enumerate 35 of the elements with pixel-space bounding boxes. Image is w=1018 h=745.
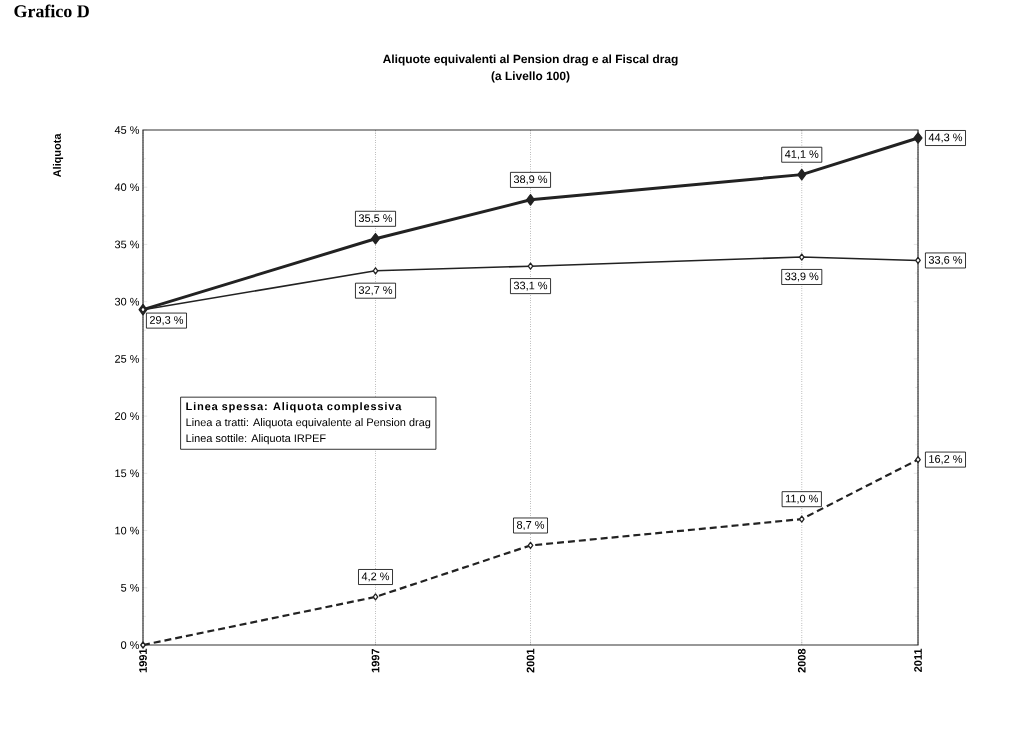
- y-tick-label: 35 %: [114, 240, 140, 249]
- data-label: 29,3 %: [149, 316, 184, 326]
- x-tick-label: 2011: [914, 648, 922, 672]
- data-label: 4,2 %: [361, 572, 390, 582]
- y-tick-label: 10 %: [115, 526, 140, 535]
- y-tick-label: 20 %: [115, 412, 140, 420]
- data-label: 44,3 %: [928, 133, 963, 143]
- data-label: 11,0 %: [785, 494, 818, 504]
- annotation: Linea spessa: Aliquota complessiva: [186, 402, 402, 413]
- data-label: 33,1 %: [513, 281, 548, 291]
- y-tick-label: 5 %: [121, 583, 140, 592]
- data-label: 41,1 %: [784, 150, 819, 160]
- x-tick-label: 1991: [139, 648, 147, 673]
- y-axis-title: Aliquota: [52, 133, 64, 178]
- data-label: 8,7 %: [516, 520, 545, 531]
- y-tick-label: 25 %: [115, 355, 140, 363]
- annotation: Linea sottile: Aliquota IRPEF: [186, 434, 326, 445]
- data-label: 33,6 %: [928, 255, 963, 265]
- x-tick-label: 2001: [526, 648, 535, 673]
- annotation: Linea a tratti: Aliquota equivalente al Pension drag: [186, 418, 431, 429]
- data-label: 38,9 %: [513, 175, 548, 185]
- y-tick-label: 15 %: [115, 469, 140, 478]
- x-tick-label: 2008: [797, 648, 806, 673]
- y-tick-label: 0 %: [121, 641, 140, 649]
- y-tick-label: 40 %: [114, 183, 140, 192]
- y-tick-label: 45 %: [114, 126, 140, 134]
- data-label: 35,5 %: [358, 214, 393, 224]
- data-label: 32,7 %: [358, 286, 393, 296]
- data-label: 33,9 %: [785, 272, 819, 282]
- chart-subtitle: (a Livello 100): [491, 71, 570, 83]
- data-label: 16,2 %: [929, 455, 963, 465]
- y-tick-label: 30 %: [114, 297, 140, 306]
- chart-title: Aliquote equivalenti al Pension drag e al Fiscal drag: [382, 54, 678, 66]
- x-tick-label: 1997: [371, 649, 380, 673]
- text: Grafico D: [14, 4, 89, 18]
